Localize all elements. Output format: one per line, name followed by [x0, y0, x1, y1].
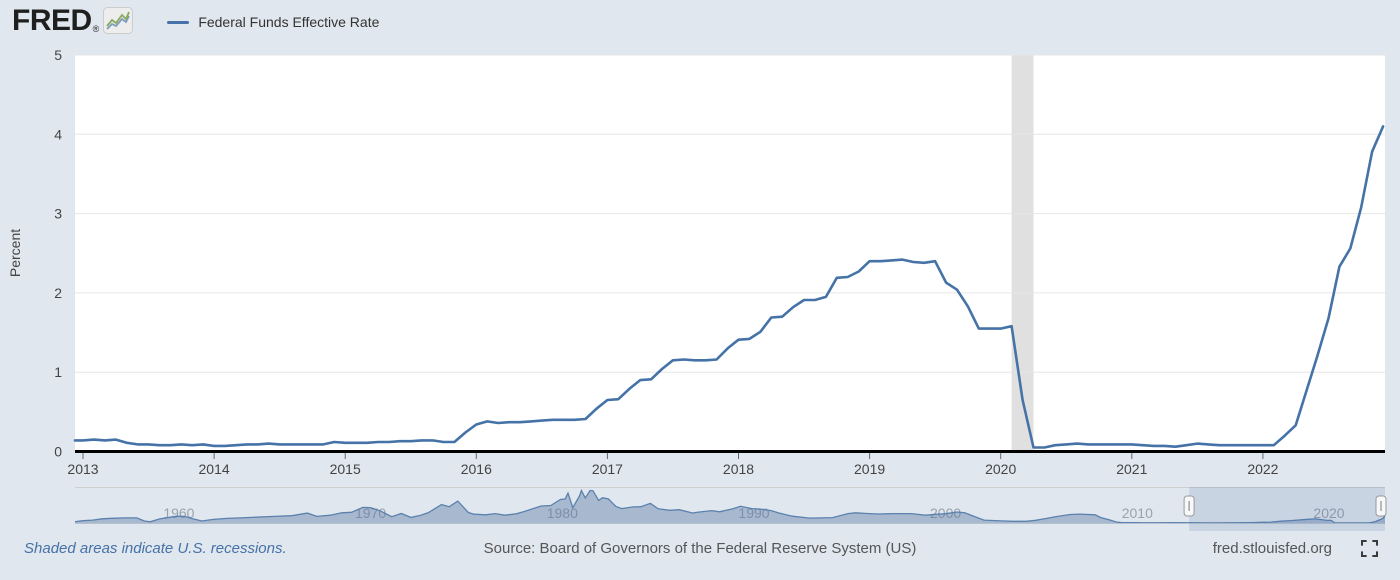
- legend-label: Federal Funds Effective Rate: [198, 14, 380, 30]
- recession-band: [1011, 55, 1034, 451]
- decade-label: 2000: [930, 505, 961, 521]
- y-tick-label: 4: [54, 126, 62, 142]
- x-tick-label: 2022: [1247, 461, 1278, 477]
- decade-label: 1980: [547, 505, 578, 521]
- fred-logo[interactable]: FRED ®: [12, 3, 134, 39]
- overview-area: [75, 490, 1385, 523]
- plot-area: [75, 55, 1385, 451]
- x-tick-label: 2019: [854, 461, 885, 477]
- selection-window[interactable]: [1189, 487, 1385, 531]
- x-tick-label: 2016: [461, 461, 492, 477]
- x-axis-line: [75, 450, 1385, 453]
- decade-label: 2020: [1313, 505, 1344, 521]
- overview-line: [75, 488, 1386, 524]
- y-tick-label: 5: [54, 47, 62, 63]
- footer-right: fred.stlouisfed.org: [1213, 539, 1378, 557]
- y-tick-label: 3: [54, 206, 62, 222]
- decade-label: 2010: [1122, 505, 1153, 521]
- y-tick-label: 0: [54, 444, 62, 460]
- x-tick-label: 2018: [723, 461, 754, 477]
- main-chart[interactable]: 0 1 2 3 4 5 2013 2014 2015 2016 2017 2018 2019 2020 20…: [0, 45, 1400, 486]
- fullscreen-icon: [1360, 539, 1378, 557]
- x-tick-label: 2013: [67, 461, 98, 477]
- fred-logo-text: FRED: [12, 3, 92, 37]
- recession-note-link[interactable]: Shaded areas indicate U.S. recessions.: [24, 540, 287, 557]
- source-text: Source: Board of Governors of the Federa…: [483, 540, 917, 557]
- site-link[interactable]: fred.stlouisfed.org: [1212, 539, 1332, 557]
- x-tick-label: 2014: [199, 461, 230, 477]
- registered-trademark-mark: ®: [92, 23, 100, 34]
- range-selector-overview[interactable]: 1960197019801990200020102020: [0, 486, 1400, 532]
- fullscreen-button[interactable]: [1360, 539, 1378, 557]
- x-tick-label: 2015: [330, 461, 361, 477]
- y-axis-title: Percent: [7, 229, 23, 277]
- rate-line: [73, 125, 1385, 449]
- decade-label: 1970: [355, 505, 386, 521]
- x-tick-label: 2017: [592, 461, 623, 477]
- legend-item[interactable]: Federal Funds Effective Rate: [167, 14, 379, 30]
- footer: Shaded areas indicate U.S. recessions. S…: [0, 537, 1400, 563]
- y-tick-label: 2: [54, 285, 62, 301]
- fred-logo-chart-icon: [103, 6, 134, 39]
- x-tick-label: 2021: [1116, 461, 1147, 477]
- y-tick-label: 1: [54, 364, 62, 380]
- legend-dash: [167, 20, 190, 24]
- header: FRED ® Federal Funds Effective Rate: [0, 0, 1400, 44]
- x-tick-label: 2020: [985, 461, 1016, 477]
